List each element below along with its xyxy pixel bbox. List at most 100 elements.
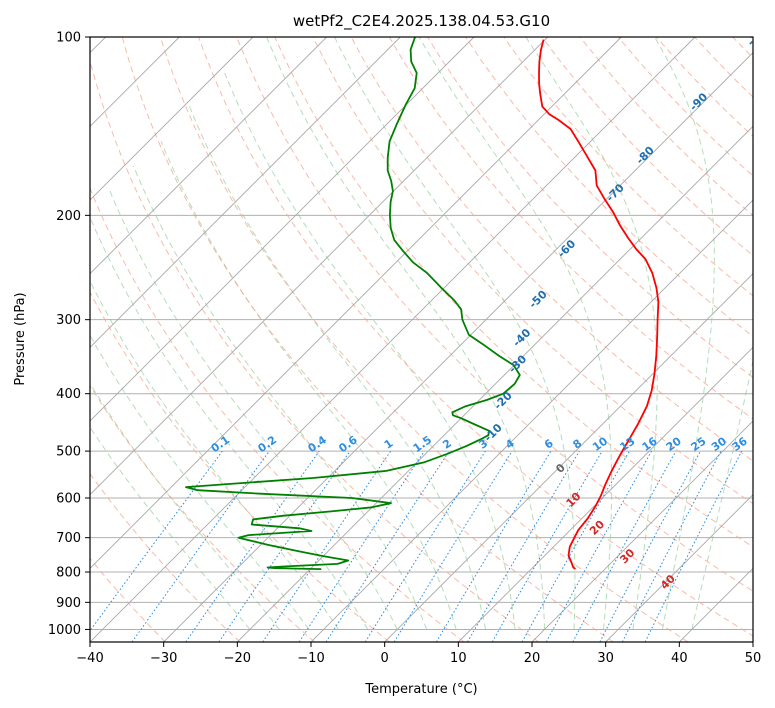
isotherm-line	[90, 37, 475, 422]
moist-adiabat	[160, 141, 457, 630]
dry-adiabat	[732, 37, 753, 59]
moist-adiabat-label: 40	[658, 572, 678, 592]
isotherm-line	[605, 494, 753, 642]
dry-adiabat	[90, 384, 316, 642]
dry-adiabat	[90, 186, 465, 642]
x-tick-label: −30	[150, 651, 177, 666]
temperature-profile	[538, 39, 660, 570]
dry-adiabat	[159, 37, 689, 642]
dry-adiabat-label: -90	[687, 90, 710, 113]
mixing-ratio-line	[435, 450, 552, 642]
mixing-ratio-line	[467, 450, 580, 642]
isotherm-line	[90, 37, 696, 642]
isotherm-line	[752, 641, 753, 642]
dry-adiabat	[350, 37, 753, 462]
moist-adiabat	[691, 358, 753, 630]
mixing-ratio-lines	[90, 450, 743, 642]
dry-adiabat	[541, 37, 753, 257]
dry-adiabat	[426, 37, 753, 378]
mixing-ratio-line	[364, 450, 486, 642]
dry-adiabat	[656, 37, 753, 138]
isotherm-line	[237, 125, 753, 642]
isotherm-line	[458, 346, 753, 642]
mixing-ratio-line	[131, 450, 270, 642]
mixing-ratio-label: 4	[503, 437, 517, 452]
dry-adiabat	[121, 37, 614, 642]
dry-adiabat	[465, 37, 753, 338]
mixing-ratio-line	[262, 450, 392, 642]
mixing-ratio-label: 2	[440, 437, 454, 452]
dry-adiabat	[312, 37, 753, 505]
mixing-ratio-label: 0.6	[336, 433, 360, 455]
dry-adiabat	[90, 291, 390, 642]
moist-adiabat	[525, 37, 658, 630]
moist-adiabat-label: 30	[617, 546, 637, 566]
dry-adiabat	[90, 472, 241, 642]
dry-adiabats	[90, 37, 753, 642]
moist-adiabat	[188, 104, 487, 630]
y-tick-label: 1000	[48, 623, 81, 638]
isotherm-line	[90, 37, 327, 275]
dry-adiabat	[694, 37, 753, 98]
moist-adiabat	[90, 279, 339, 630]
dry-adiabat	[503, 37, 753, 297]
dry-adiabat	[236, 37, 753, 592]
isotherms	[90, 37, 753, 642]
dry-adiabat-label: -50	[527, 288, 550, 311]
x-tick-label: −20	[224, 651, 251, 666]
dry-adiabat	[388, 37, 753, 420]
isotherm-line	[90, 37, 548, 496]
sounding-profiles	[185, 37, 660, 570]
isotherm-line	[679, 567, 753, 642]
mixing-ratio-line	[572, 450, 677, 642]
dry-adiabat-label: -80	[634, 144, 657, 167]
mixing-ratio-line	[218, 450, 351, 642]
y-axis-ticks: 100 200 300 400 500 600 700 800 900 1000	[48, 31, 90, 638]
x-tick-label: −40	[76, 651, 103, 666]
isotherm-line	[163, 52, 753, 642]
x-axis-label: Temperature (°C)	[364, 682, 477, 697]
isotherm-line	[384, 273, 753, 642]
dry-adiabat-label: -60	[555, 237, 578, 260]
mixing-ratio-line	[491, 450, 603, 642]
y-tick-label: 100	[56, 31, 81, 46]
line-labels: 0.1 0.2 0.4 0.6 1 1.5 2 3 4 6 8 10 13 16 20 25 30 36-100-…	[209, 20, 773, 592]
moist-adiabats	[90, 37, 753, 630]
moist-adiabat	[334, 37, 576, 630]
dry-adiabat-label: -70	[604, 181, 627, 204]
y-tick-label: 800	[56, 566, 81, 581]
isotherm-line	[310, 199, 753, 642]
dry-adiabat-label: -40	[510, 326, 533, 349]
y-axis-label: Pressure (hPa)	[13, 292, 28, 385]
y-tick-label: 500	[56, 445, 81, 460]
y-tick-label: 900	[56, 596, 81, 611]
isotherm-line	[531, 420, 753, 642]
mixing-ratio-line	[545, 450, 653, 642]
y-tick-label: 300	[56, 313, 81, 328]
x-tick-label: −10	[297, 651, 324, 666]
moist-adiabat	[108, 188, 398, 630]
moist-adiabat	[90, 426, 251, 630]
mixing-ratio-label: 0.2	[256, 433, 279, 455]
chart-title: wetPf2_C2E4.2025.138.04.53.G10	[293, 12, 550, 31]
pressure-gridlines	[90, 37, 753, 630]
mixing-ratio-line	[521, 450, 630, 642]
plot-frame	[89, 36, 754, 643]
dry-adiabat	[90, 59, 540, 642]
isotherm-line	[90, 37, 401, 348]
x-tick-label: 50	[745, 651, 762, 666]
moist-adiabat	[224, 72, 516, 630]
x-axis-ticks: −40 −30 −20 −10 0 10 20 30 40 50	[76, 642, 761, 666]
moist-adiabat	[266, 37, 546, 630]
mixing-ratio-label: 6	[542, 437, 556, 452]
mixing-ratio-label: 1.5	[411, 433, 434, 455]
dry-adiabat-label: -30	[506, 352, 529, 375]
dry-adiabat-label: -100	[744, 20, 773, 49]
y-tick-label: 600	[56, 492, 81, 507]
mixing-ratio-line	[644, 450, 743, 642]
x-tick-label: 20	[524, 651, 541, 666]
x-tick-label: 30	[597, 651, 614, 666]
mixing-ratio-line	[90, 450, 223, 632]
mixing-ratio-label: 0.1	[209, 433, 232, 455]
